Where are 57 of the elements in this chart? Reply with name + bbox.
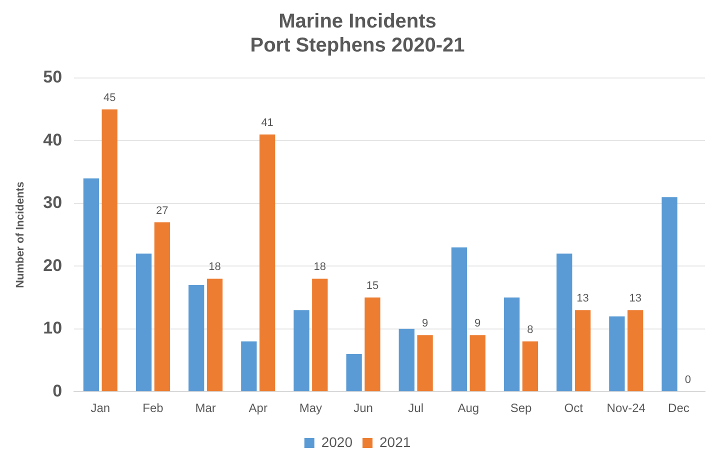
bar — [628, 310, 644, 392]
bar — [451, 247, 468, 392]
bar — [574, 310, 591, 392]
bar — [260, 134, 276, 392]
legend-label: 2021 — [380, 434, 411, 450]
bar — [136, 254, 152, 392]
x-tick-label: May — [299, 401, 322, 416]
data-label: 9 — [474, 318, 481, 330]
bar — [206, 278, 223, 392]
x-tick-label: Dec — [668, 401, 690, 416]
x-tick-label: Jul — [408, 401, 424, 416]
bar — [241, 341, 257, 392]
bar — [364, 298, 380, 392]
bar — [522, 341, 538, 392]
data-label: 18 — [208, 261, 221, 274]
x-tick-label: Apr — [248, 401, 268, 416]
data-label: 18 — [314, 261, 326, 274]
data-label: 13 — [629, 292, 642, 305]
data-label: 27 — [156, 204, 168, 217]
data-label: 0 — [684, 374, 691, 386]
x-tick-label: Jan — [90, 401, 110, 416]
bar — [398, 328, 414, 392]
x-tick-label: Feb — [142, 401, 164, 416]
y-axis-title: Number of Incidents — [14, 182, 27, 288]
y-tick-label: 10 — [43, 318, 62, 338]
y-tick-label: 50 — [43, 68, 62, 87]
chart-title: Marine Incidents Port Stephens 2020-21 — [250, 10, 465, 57]
x-tick-label: Sep — [510, 401, 532, 416]
bar — [102, 109, 118, 392]
bar — [556, 254, 572, 392]
x-tick-label: Jun — [354, 401, 373, 416]
legend-label: 2020 — [321, 434, 353, 450]
data-label: 45 — [103, 92, 116, 104]
bar — [470, 335, 486, 392]
bar — [504, 298, 520, 392]
y-tick-label: 0 — [52, 381, 62, 400]
data-label: 13 — [576, 292, 589, 305]
bar — [417, 335, 433, 392]
bar — [609, 316, 625, 392]
y-tick-label: 20 — [43, 256, 62, 275]
x-tick-label: Aug — [458, 401, 480, 416]
bar — [188, 284, 204, 392]
data-label: 15 — [366, 280, 379, 292]
data-label: 41 — [261, 116, 274, 129]
bar — [154, 222, 170, 392]
bar — [346, 354, 362, 392]
x-tick-label: Oct — [564, 401, 584, 416]
x-tick-label: Nov-24 — [606, 401, 646, 416]
y-tick-label: 40 — [43, 130, 62, 150]
data-label: 8 — [527, 324, 534, 336]
y-tick-label: 30 — [43, 193, 62, 212]
bar — [662, 197, 678, 392]
bar — [312, 278, 328, 392]
data-label: 9 — [422, 318, 428, 330]
bar — [83, 178, 100, 392]
bar — [294, 310, 310, 392]
x-tick-label: Mar — [195, 401, 216, 416]
